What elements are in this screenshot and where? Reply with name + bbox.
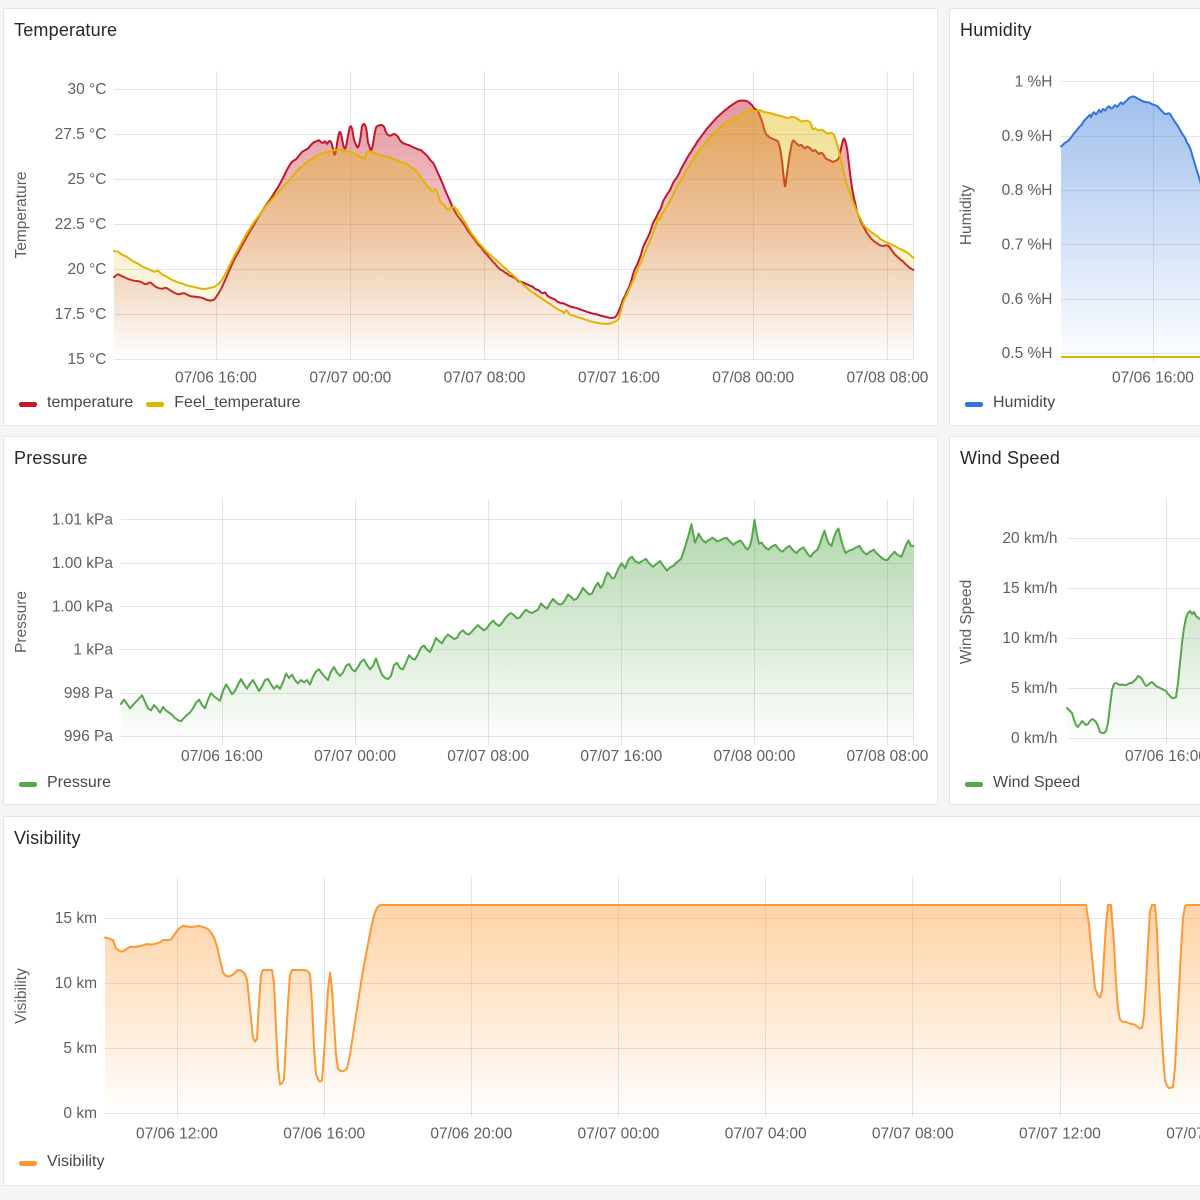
svg-text:0 km: 0 km: [63, 1105, 97, 1122]
svg-text:07/08 08:00: 07/08 08:00: [847, 370, 929, 387]
svg-text:25 °C: 25 °C: [68, 171, 107, 188]
svg-text:0.8 %H: 0.8 %H: [1002, 182, 1053, 199]
svg-text:07/07 16:00: 07/07 16:00: [578, 370, 660, 387]
svg-text:1.01 kPa: 1.01 kPa: [52, 512, 114, 529]
svg-text:07/07 08:00: 07/07 08:00: [872, 1126, 954, 1143]
svg-text:5 km: 5 km: [63, 1040, 97, 1057]
svg-text:07/08 08:00: 07/08 08:00: [847, 748, 929, 765]
svg-text:Pressure: Pressure: [13, 591, 30, 653]
svg-text:17.5 °C: 17.5 °C: [55, 306, 107, 323]
svg-text:20 °C: 20 °C: [68, 261, 107, 278]
svg-text:07/07 08:00: 07/07 08:00: [444, 370, 526, 387]
svg-text:Visibility: Visibility: [13, 968, 30, 1024]
svg-text:0 km/h: 0 km/h: [1011, 730, 1058, 747]
svg-text:15 km: 15 km: [55, 910, 97, 927]
svg-text:30 °C: 30 °C: [68, 81, 107, 98]
svg-text:07/06 16:00: 07/06 16:00: [175, 370, 257, 387]
svg-text:07/07 12:00: 07/07 12:00: [1019, 1126, 1101, 1143]
svg-text:22.5 °C: 22.5 °C: [55, 216, 107, 233]
svg-text:07/07 16:00: 07/07 16:00: [1166, 1126, 1200, 1143]
svg-text:07/07 00:00: 07/07 00:00: [314, 748, 396, 765]
svg-text:1.00 kPa: 1.00 kPa: [52, 555, 114, 572]
svg-text:Temperature: Temperature: [13, 171, 30, 258]
svg-text:1 %H: 1 %H: [1015, 74, 1053, 91]
svg-text:0.5 %H: 0.5 %H: [1002, 345, 1053, 362]
svg-text:1.00 kPa: 1.00 kPa: [52, 598, 114, 615]
svg-text:07/08 00:00: 07/08 00:00: [712, 370, 794, 387]
svg-text:07/07 04:00: 07/07 04:00: [725, 1126, 807, 1143]
svg-text:1 kPa: 1 kPa: [73, 642, 113, 659]
svg-text:15 °C: 15 °C: [68, 351, 107, 368]
svg-text:07/08 00:00: 07/08 00:00: [713, 748, 795, 765]
svg-text:07/06 16:00: 07/06 16:00: [283, 1126, 365, 1143]
svg-text:5 km/h: 5 km/h: [1011, 680, 1058, 697]
svg-text:07/06 12:00: 07/06 12:00: [136, 1126, 218, 1143]
svg-text:07/06 16:00: 07/06 16:00: [181, 748, 263, 765]
svg-text:996 Pa: 996 Pa: [64, 728, 114, 745]
svg-text:07/07 16:00: 07/07 16:00: [580, 748, 662, 765]
svg-text:Humidity: Humidity: [958, 185, 975, 246]
svg-text:15 km/h: 15 km/h: [1002, 580, 1057, 597]
svg-text:07/07 00:00: 07/07 00:00: [309, 370, 391, 387]
svg-text:Wind Speed: Wind Speed: [958, 580, 975, 664]
svg-text:07/07 08:00: 07/07 08:00: [447, 748, 529, 765]
svg-text:0.9 %H: 0.9 %H: [1002, 128, 1053, 145]
svg-text:998 Pa: 998 Pa: [64, 685, 114, 702]
svg-text:10 km/h: 10 km/h: [1002, 630, 1057, 647]
svg-text:20 km/h: 20 km/h: [1002, 530, 1057, 547]
svg-text:07/07 00:00: 07/07 00:00: [578, 1126, 660, 1143]
svg-text:07/06 16:00: 07/06 16:00: [1112, 370, 1194, 387]
svg-text:07/06 16:00: 07/06 16:00: [1125, 748, 1200, 765]
svg-text:10 km: 10 km: [55, 975, 97, 992]
svg-text:27.5 °C: 27.5 °C: [55, 126, 107, 143]
svg-text:0.6 %H: 0.6 %H: [1002, 291, 1053, 308]
svg-text:0.7 %H: 0.7 %H: [1002, 237, 1053, 254]
svg-text:07/06 20:00: 07/06 20:00: [430, 1126, 512, 1143]
